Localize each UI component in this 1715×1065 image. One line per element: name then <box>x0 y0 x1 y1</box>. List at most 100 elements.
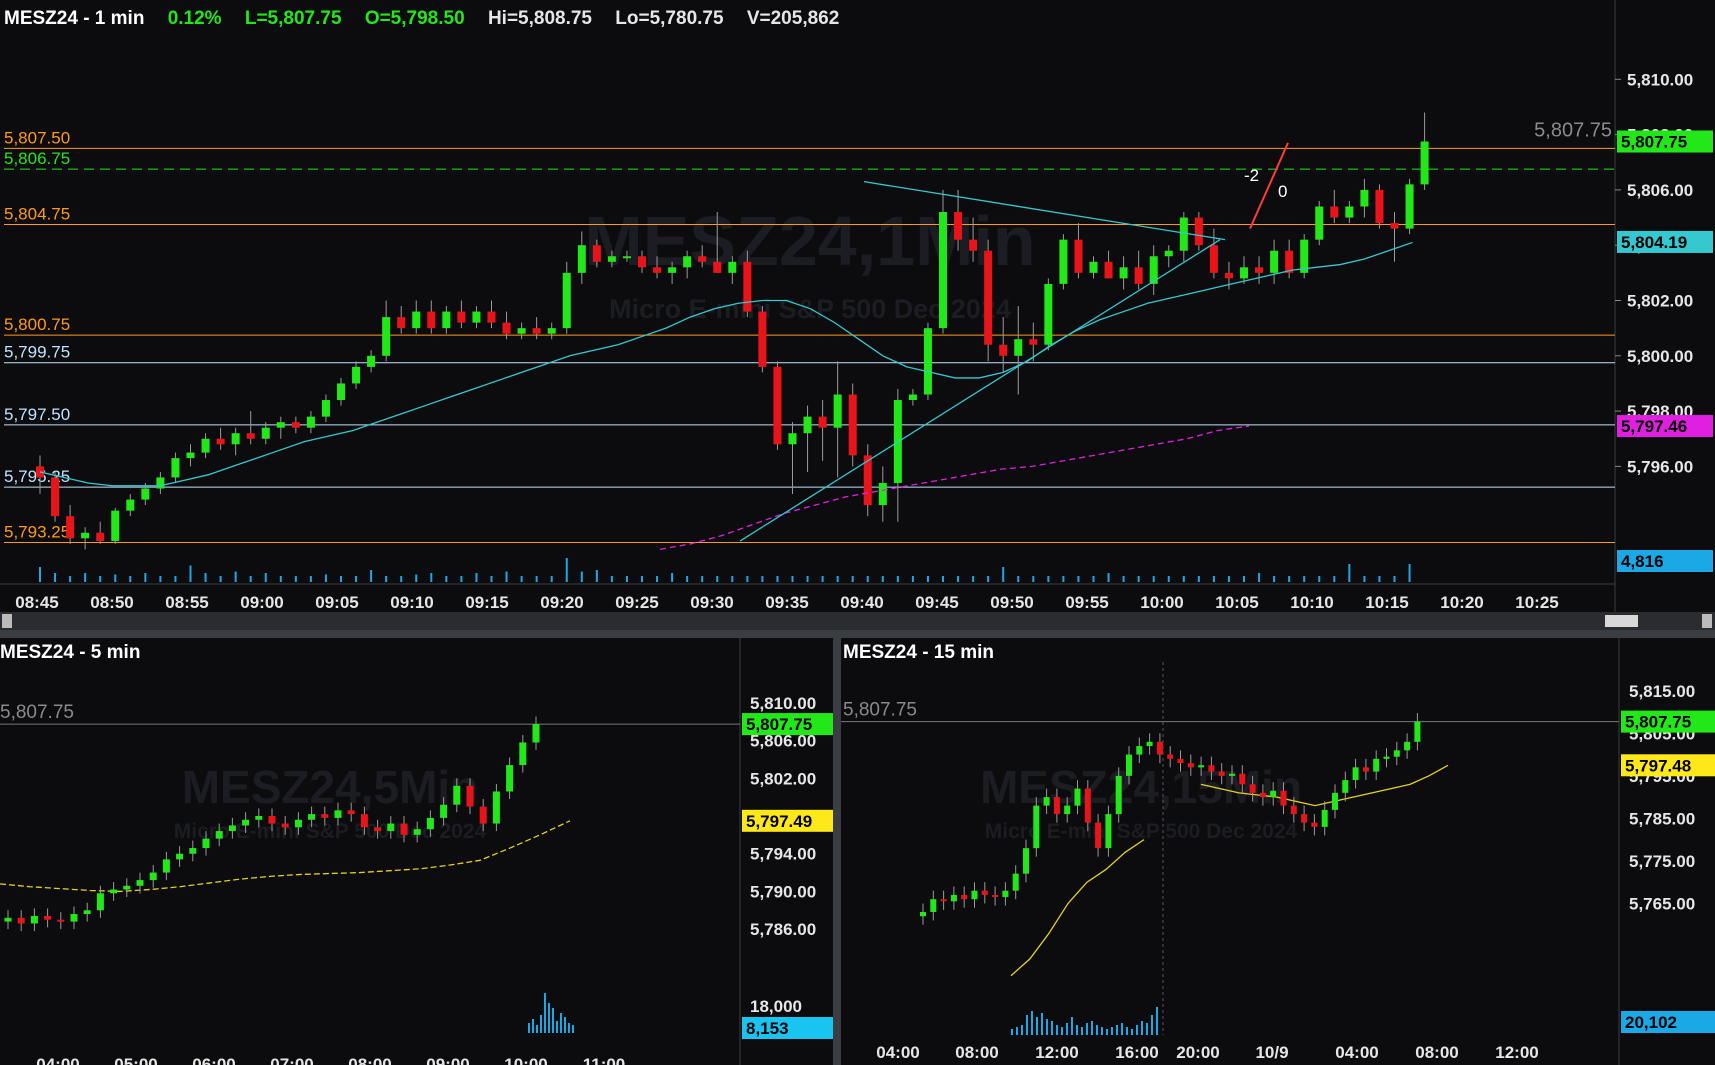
time-scrollbar[interactable] <box>0 612 1715 630</box>
five-minute-time-label: 09:00 <box>426 1055 469 1065</box>
volume-bar <box>445 576 448 582</box>
candle-body <box>261 427 270 439</box>
scroll-right-button[interactable] <box>1702 614 1712 628</box>
fifteen-minute-price-label: 5,775.00 <box>1629 852 1695 871</box>
fifteen-minute-candle-body <box>1023 848 1029 874</box>
candle-body <box>1014 339 1023 356</box>
five-minute-candle-body <box>334 810 342 818</box>
time-axis-label: 10:05 <box>1215 593 1258 612</box>
candle-body <box>577 245 586 273</box>
ema-value-tag: 5,804.19 <box>1621 233 1687 252</box>
candle-body <box>1345 206 1354 218</box>
volume-bar <box>355 576 358 582</box>
five-minute-candle-body <box>281 823 289 828</box>
five-minute-pane[interactable]: MESZ24 - 5 min MESZ24,5Min Micro E-mini … <box>0 638 833 1065</box>
volume-bar <box>340 576 342 582</box>
candle-body <box>1044 283 1053 345</box>
volume-bar <box>1227 576 1230 582</box>
volume-bar <box>189 565 192 582</box>
fifteen-minute-volume-bar <box>1101 1027 1103 1035</box>
volume-bar <box>987 576 990 582</box>
five-minute-candle-body <box>17 917 25 924</box>
fifteen-minute-candle-body <box>1136 746 1143 755</box>
five-minute-price-label: 5,790.00 <box>750 882 816 901</box>
volume-bar <box>1167 576 1170 582</box>
fifteen-minute-candle-body <box>971 890 978 900</box>
fifteen-minute-volume-bar <box>1081 1027 1083 1035</box>
fifteen-minute-price-label: 5,785.00 <box>1629 809 1695 828</box>
time-axis-label: 09:30 <box>690 593 733 612</box>
volume-bar <box>490 576 493 582</box>
five-minute-candle-body <box>532 724 540 743</box>
volume-bar <box>580 571 583 582</box>
five-minute-candle-body <box>492 791 500 824</box>
five-minute-volume-tag: 8,153 <box>746 1019 789 1038</box>
volume-bar <box>1077 576 1080 582</box>
candle-body <box>201 438 210 453</box>
five-minute-volume-bar <box>568 1023 570 1033</box>
five-minute-last-tag-bg <box>742 713 833 736</box>
pane-divider-vertical[interactable] <box>833 638 841 1065</box>
candle-body <box>773 366 782 445</box>
five-minute-candle-body <box>83 910 91 915</box>
five-minute-last-marker: 5,807.75 <box>0 702 74 723</box>
volume-bar <box>550 576 553 582</box>
low-price: Lo=5,780.75 <box>615 8 724 29</box>
fifteen-minute-volume-tag-bg <box>1621 1011 1715 1033</box>
candle-body <box>758 311 767 367</box>
five-minute-candle-body <box>202 838 210 849</box>
volume-bar <box>1002 567 1005 582</box>
scroll-left-button[interactable] <box>2 614 12 628</box>
volume-bar <box>1333 576 1336 582</box>
candle-body <box>1194 217 1203 246</box>
five-minute-volume-bar <box>528 1023 530 1033</box>
main-chart-pane[interactable]: MESZ24 - 1 min 0.12% L=5,807.75 O=5,798.… <box>0 0 1715 612</box>
candle-body <box>833 394 842 428</box>
five-minute-chart[interactable]: MESZ24,5Min Micro E-mini S&P 500 Dec 202… <box>0 638 833 1065</box>
fifteen-minute-pane[interactable]: MESZ24 - 15 min MESZ24,15Min Micro E-min… <box>841 638 1715 1065</box>
fifteen-minute-last-marker: 5,807.75 <box>843 700 917 721</box>
candle-body <box>969 239 978 251</box>
fifteen-minute-candle-body <box>1229 773 1235 776</box>
five-minute-volume-tick: 18,000 <box>750 997 802 1016</box>
fifteen-minute-candle-body <box>1012 873 1019 891</box>
one-minute-chart[interactable]: MESZ24,1Min Micro E-mini S&P 500 Dec 202… <box>0 0 1715 612</box>
price-axis-label: 5,806.00 <box>1627 181 1693 200</box>
volume-bar <box>1273 576 1276 582</box>
support-trendline <box>739 239 1221 542</box>
five-minute-volume-bar <box>548 1003 550 1033</box>
candle-body <box>562 272 571 329</box>
fifteen-minute-candle-body <box>1301 814 1308 823</box>
pane-divider-horizontal[interactable] <box>0 630 1715 638</box>
fifteen-minute-volume-bar <box>1136 1025 1138 1035</box>
fifteen-minute-volume-bar <box>1036 1017 1038 1035</box>
volume-bar <box>791 576 794 582</box>
volume-bar <box>264 573 267 582</box>
volume-bar <box>279 576 282 582</box>
candle-body <box>1375 189 1384 224</box>
candle-body <box>984 250 993 345</box>
five-minute-header: MESZ24 - 5 min <box>0 642 158 664</box>
fifteen-minute-volume-bar <box>1061 1027 1063 1035</box>
fifteen-minute-candle-body <box>1362 767 1369 772</box>
five-minute-candle-body <box>57 919 65 922</box>
fifteen-minute-chart[interactable]: MESZ24,15Min Micro E-mini S&P 500 Dec 20… <box>841 638 1715 1065</box>
five-minute-volume-bar <box>572 1025 574 1033</box>
fifteen-minute-volume-bar <box>1111 1027 1113 1035</box>
volume-bar <box>54 573 57 582</box>
five-minute-time-label: 08:00 <box>348 1055 391 1065</box>
five-minute-candle-body <box>176 853 184 860</box>
five-minute-time-label: 04:00 <box>36 1055 79 1065</box>
candle-body <box>878 482 887 506</box>
five-minute-candle-body <box>453 785 461 805</box>
price-level-label: 5,799.75 <box>4 343 70 362</box>
scroll-thumb[interactable] <box>1605 615 1638 627</box>
volume-bar <box>896 576 899 582</box>
candle-body <box>1089 261 1098 273</box>
candle-body <box>668 267 677 273</box>
five-minute-watermark-subtitle: Micro E-mini S&P 500 Dec 2024 <box>174 820 487 843</box>
fifteen-minute-candle-body <box>1115 775 1122 815</box>
fifteen-minute-candle-body <box>1239 773 1246 785</box>
time-axis-label: 10:15 <box>1365 593 1408 612</box>
vwap-value-tag: 5,797.46 <box>1621 417 1687 436</box>
